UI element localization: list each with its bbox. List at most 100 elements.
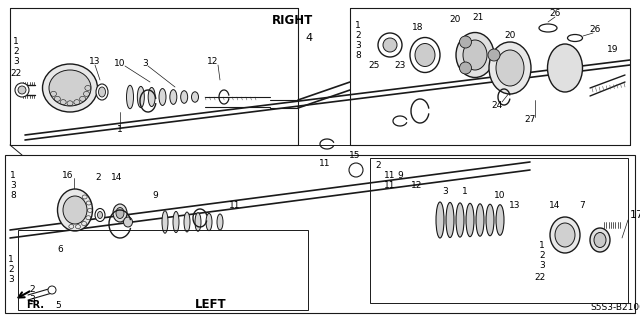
Ellipse shape [466, 203, 474, 237]
Ellipse shape [378, 33, 402, 57]
Ellipse shape [97, 211, 102, 219]
Text: 1: 1 [8, 256, 14, 264]
Text: 14: 14 [549, 201, 561, 210]
Ellipse shape [18, 86, 26, 94]
Text: 9: 9 [397, 170, 403, 180]
Bar [18, 230, 308, 310]
Ellipse shape [42, 64, 97, 112]
Text: 20: 20 [504, 31, 516, 40]
Text: 10: 10 [115, 58, 125, 68]
Ellipse shape [15, 83, 29, 97]
Ellipse shape [590, 228, 610, 252]
Text: 11: 11 [229, 201, 241, 210]
Text: 2: 2 [29, 286, 35, 294]
Text: 1: 1 [10, 170, 16, 180]
Text: 18: 18 [412, 24, 424, 33]
Text: 10: 10 [494, 190, 506, 199]
Bar [10, 8, 298, 145]
Text: 13: 13 [89, 57, 100, 66]
Ellipse shape [456, 33, 494, 78]
Text: 26: 26 [549, 10, 561, 19]
Ellipse shape [159, 89, 166, 106]
Text: RIGHT: RIGHT [272, 13, 313, 26]
Ellipse shape [460, 62, 472, 74]
Ellipse shape [550, 217, 580, 253]
Text: 3: 3 [442, 188, 448, 197]
Ellipse shape [476, 204, 484, 236]
Text: 2: 2 [539, 250, 545, 259]
Text: 11: 11 [384, 181, 396, 189]
Text: 3: 3 [355, 41, 361, 49]
Ellipse shape [113, 204, 127, 222]
Text: 7: 7 [579, 201, 585, 210]
Text: 12: 12 [412, 181, 422, 189]
Ellipse shape [127, 85, 134, 109]
Text: 25: 25 [368, 61, 380, 70]
Text: 3: 3 [8, 276, 14, 285]
Ellipse shape [116, 207, 124, 219]
Text: 11: 11 [384, 170, 396, 180]
Text: 1: 1 [117, 125, 123, 135]
Ellipse shape [195, 213, 201, 231]
Text: 24: 24 [492, 100, 502, 109]
Text: 3: 3 [539, 261, 545, 270]
Text: 2: 2 [95, 174, 101, 182]
Text: 4: 4 [305, 33, 312, 43]
Text: 1: 1 [462, 188, 468, 197]
Text: 2: 2 [375, 160, 381, 169]
Text: 11: 11 [319, 159, 331, 167]
Ellipse shape [555, 223, 575, 247]
Ellipse shape [415, 43, 435, 66]
Ellipse shape [568, 34, 582, 41]
Ellipse shape [173, 211, 179, 233]
Ellipse shape [63, 196, 87, 224]
Text: 9: 9 [152, 190, 158, 199]
Text: 2: 2 [355, 31, 361, 40]
Text: LEFT: LEFT [195, 299, 227, 311]
Ellipse shape [456, 203, 464, 237]
Text: 16: 16 [62, 170, 74, 180]
Ellipse shape [496, 50, 524, 86]
Ellipse shape [463, 40, 487, 70]
Text: 2: 2 [8, 265, 14, 275]
Text: 22: 22 [10, 70, 22, 78]
Ellipse shape [99, 87, 106, 97]
Ellipse shape [162, 211, 168, 233]
Ellipse shape [489, 42, 531, 94]
Ellipse shape [148, 87, 155, 107]
Ellipse shape [58, 189, 93, 231]
Text: 21: 21 [472, 13, 484, 23]
Ellipse shape [488, 49, 500, 61]
Text: 1: 1 [13, 38, 19, 47]
Ellipse shape [594, 233, 606, 248]
Text: 12: 12 [207, 57, 219, 66]
Text: 20: 20 [449, 16, 461, 25]
Ellipse shape [349, 163, 363, 177]
Text: 27: 27 [524, 115, 536, 124]
Text: 26: 26 [589, 26, 601, 34]
Ellipse shape [496, 205, 504, 235]
Ellipse shape [191, 92, 198, 102]
Ellipse shape [460, 36, 472, 48]
Text: 15: 15 [349, 151, 361, 160]
Ellipse shape [410, 38, 440, 72]
Text: 6: 6 [57, 246, 63, 255]
Ellipse shape [138, 86, 145, 108]
Ellipse shape [436, 202, 444, 238]
Text: 22: 22 [534, 272, 546, 281]
Text: 3: 3 [10, 181, 16, 189]
Bar [370, 158, 628, 303]
Ellipse shape [547, 44, 582, 92]
Ellipse shape [486, 204, 494, 236]
Text: S5S3-B2100: S5S3-B2100 [590, 303, 640, 313]
Bar [5, 155, 635, 313]
Text: 5: 5 [55, 300, 61, 309]
Text: 3: 3 [142, 58, 148, 68]
Ellipse shape [95, 209, 105, 221]
Text: 13: 13 [509, 201, 521, 210]
Bar [350, 8, 630, 145]
Ellipse shape [217, 214, 223, 230]
Ellipse shape [48, 286, 56, 294]
Text: 8: 8 [10, 190, 16, 199]
Text: 8: 8 [355, 50, 361, 60]
